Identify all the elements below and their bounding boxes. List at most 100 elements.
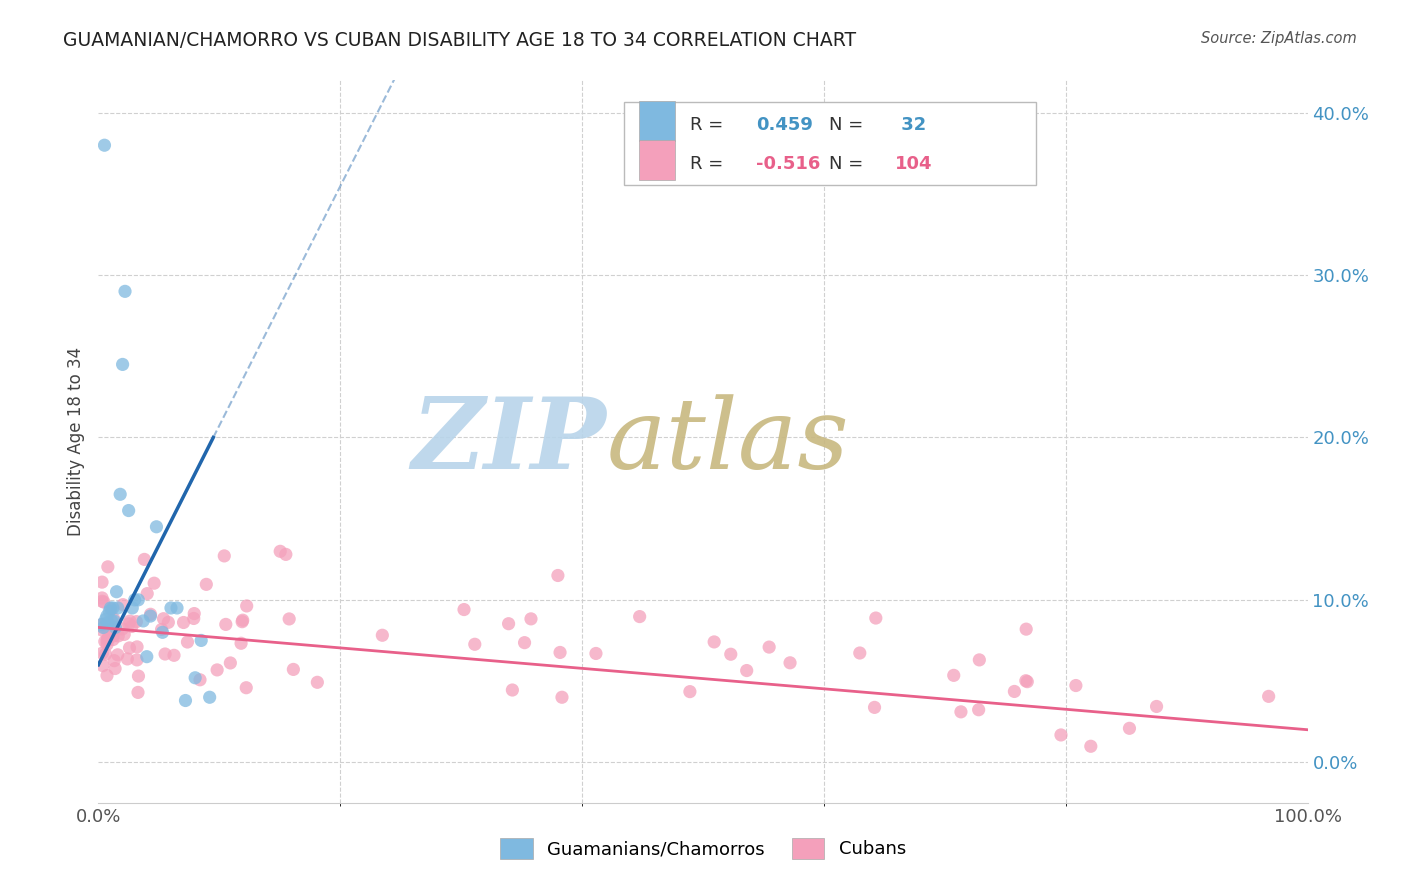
Point [125,615,148,629]
Point [118,503,141,517]
Point [160,601,183,615]
Point [91,617,114,632]
Point [96,633,118,648]
Point [98,604,121,618]
Point [585,647,607,661]
Point [107,648,129,662]
Point [283,662,305,676]
Point [278,612,301,626]
Point [125,640,148,654]
Point [1050,728,1073,742]
Point [1015,622,1038,636]
Text: ZIP: ZIP [412,393,606,490]
Point [118,616,141,631]
Point [96,609,118,624]
Text: 0.459: 0.459 [756,116,813,134]
Point [174,693,197,707]
Point [96,668,118,682]
Point [215,617,238,632]
Point [1080,739,1102,754]
Text: N =: N = [828,116,869,134]
Point [235,599,257,613]
Point [91,618,114,632]
Point [97,632,120,646]
Point [103,654,125,668]
Text: N =: N = [828,155,869,173]
Point [127,592,149,607]
Point [188,673,211,687]
Point [628,609,651,624]
Point [235,681,257,695]
Point [551,690,574,705]
Point [231,615,253,629]
Point [114,285,136,299]
Point [1017,674,1039,689]
Point [849,646,872,660]
Point [101,629,124,643]
Point [735,664,758,678]
Point [121,601,143,615]
Point [96,622,118,636]
Point [127,669,149,683]
Point [758,640,780,654]
Point [1146,699,1168,714]
Point [1015,673,1038,688]
Point [198,690,221,705]
Bar [638,140,675,180]
Point [190,633,212,648]
Point [135,649,157,664]
Point [103,623,125,637]
Point [107,629,129,643]
Point [269,544,291,558]
Point [139,607,162,622]
Point [105,584,128,599]
Text: 32: 32 [896,116,927,134]
Point [183,611,205,625]
Point [967,703,990,717]
Point [134,552,156,566]
Point [117,652,139,666]
Point [163,648,186,663]
Bar [624,102,1036,185]
Point [942,668,965,682]
Point [97,615,120,630]
Point [104,661,127,675]
Point [969,653,991,667]
Point [121,619,143,633]
Legend: Guamanians/Chamorros, Cubans: Guamanians/Chamorros, Cubans [494,830,912,866]
Point [307,675,329,690]
Point [1064,679,1087,693]
Point [547,568,569,582]
Point [100,601,122,615]
Point [103,614,125,628]
Text: R =: R = [690,116,728,134]
Point [166,601,188,615]
Point [111,358,134,372]
Point [513,635,536,649]
Text: Source: ZipAtlas.com: Source: ZipAtlas.com [1201,31,1357,46]
Point [127,685,149,699]
Point [94,647,117,661]
Point [111,622,134,636]
Point [548,645,571,659]
Text: atlas: atlas [606,394,849,489]
Point [720,647,742,661]
Point [371,628,394,642]
Point [96,637,118,651]
Point [679,684,702,698]
Point [863,700,886,714]
Point [103,612,125,626]
Point [205,663,228,677]
Point [232,613,254,627]
Point [145,520,167,534]
Point [104,620,127,634]
Point [779,656,801,670]
Point [93,595,115,609]
Point [132,614,155,628]
Point [1118,722,1140,736]
Text: GUAMANIAN/CHAMORRO VS CUBAN DISABILITY AGE 18 TO 34 CORRELATION CHART: GUAMANIAN/CHAMORRO VS CUBAN DISABILITY A… [63,31,856,50]
Point [195,577,218,591]
Point [136,586,159,600]
Point [97,559,120,574]
Point [118,614,141,628]
